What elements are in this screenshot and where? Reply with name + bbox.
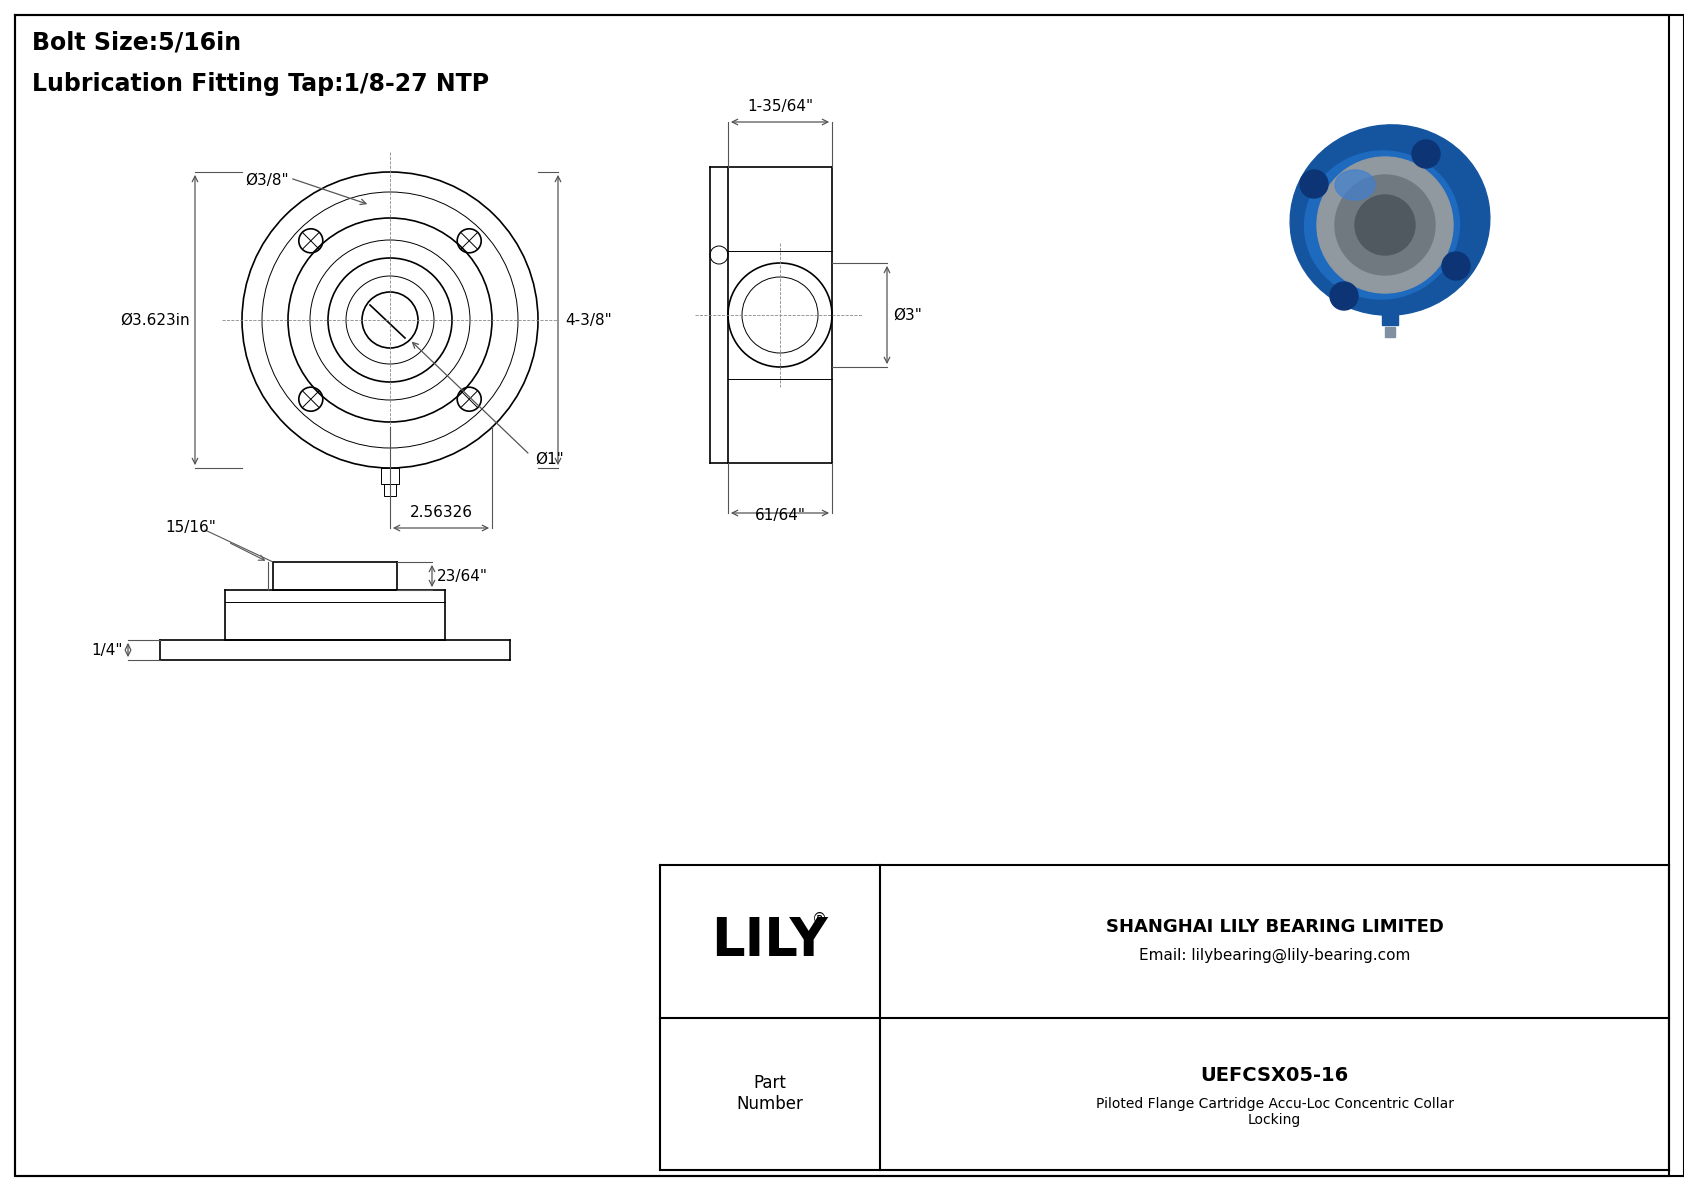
Circle shape [1356,195,1415,255]
Text: Piloted Flange Cartridge Accu-Loc Concentric Collar
Locking: Piloted Flange Cartridge Accu-Loc Concen… [1096,1097,1453,1127]
Text: Email: lilybearing@lily-bearing.com: Email: lilybearing@lily-bearing.com [1138,948,1410,962]
Text: 15/16": 15/16" [165,520,216,535]
Ellipse shape [1290,125,1490,316]
Text: Ø1": Ø1" [536,453,564,467]
Text: ®: ® [812,912,827,927]
Text: 2.56326: 2.56326 [409,505,473,520]
Text: Ø3": Ø3" [893,307,921,323]
Text: 61/64": 61/64" [754,509,805,523]
Text: SHANGHAI LILY BEARING LIMITED: SHANGHAI LILY BEARING LIMITED [1106,918,1443,936]
Text: Lubrication Fitting Tap:1/8-27 NTP: Lubrication Fitting Tap:1/8-27 NTP [32,71,488,96]
Circle shape [1442,252,1470,280]
Text: 1-35/64": 1-35/64" [748,99,813,114]
Text: Bolt Size:5/16in: Bolt Size:5/16in [32,30,241,54]
Text: 4-3/8": 4-3/8" [566,312,611,328]
Text: 1/4": 1/4" [91,642,123,657]
Circle shape [1335,175,1435,275]
Text: LILY: LILY [712,915,829,967]
Text: Ø3/8": Ø3/8" [244,173,288,188]
Circle shape [1317,157,1453,293]
Bar [1384,328,1394,337]
Bar [381,468,399,484]
Text: Part
Number: Part Number [736,1074,803,1114]
Bar [384,484,396,495]
Circle shape [1411,141,1440,168]
Circle shape [1300,170,1329,198]
Ellipse shape [1335,170,1376,200]
Circle shape [1330,282,1357,310]
Text: Ø3.623in: Ø3.623in [120,312,190,328]
Bar [1383,311,1398,325]
Text: 23/64": 23/64" [438,568,488,584]
Ellipse shape [1305,151,1460,299]
Text: UEFCSX05-16: UEFCSX05-16 [1201,1066,1349,1085]
